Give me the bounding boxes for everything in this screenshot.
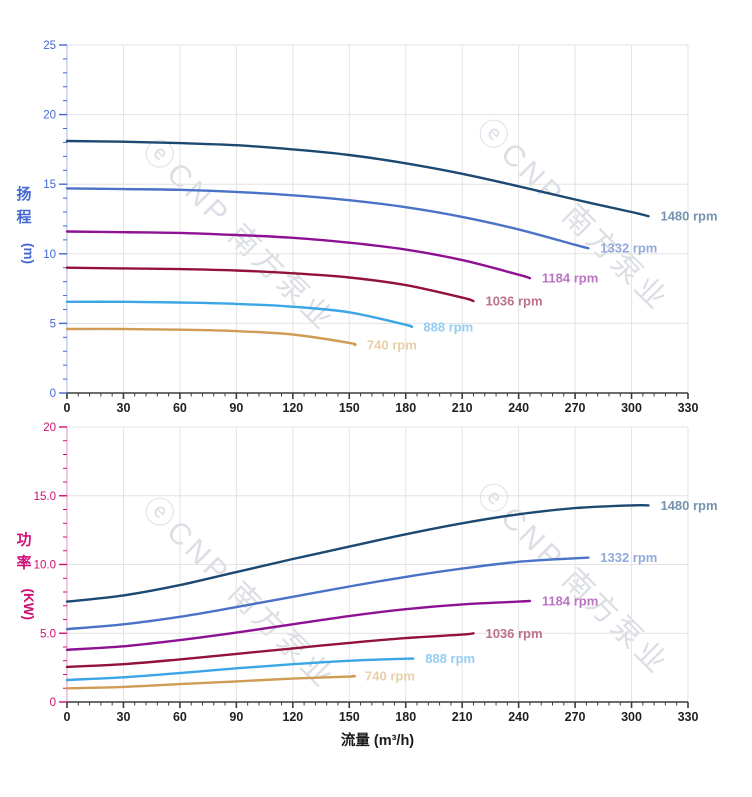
x-tick-label: 240 xyxy=(508,401,529,415)
x-tick-label: 300 xyxy=(621,401,642,415)
series-label-888-rpm: 888 rpm xyxy=(423,319,473,334)
series-label-1480-rpm: 1480 rpm xyxy=(660,209,717,224)
x-tick-label: 120 xyxy=(282,710,303,724)
x-tick-label: 90 xyxy=(229,710,243,724)
y-tick-label: 15 xyxy=(43,179,56,191)
x-tick-label: 210 xyxy=(452,710,473,724)
x-axis-title: 流量 (m³/h) xyxy=(341,731,414,749)
x-tick-label: 270 xyxy=(565,710,586,724)
series-label-1332-rpm: 1332 rpm xyxy=(600,550,657,565)
y-axis-title-char: 功 xyxy=(16,532,31,549)
y-tick-label: 10 xyxy=(43,249,56,261)
y-tick-label: 5 xyxy=(50,318,56,330)
series-label-888-rpm: 888 rpm xyxy=(425,651,475,666)
series-label-1332-rpm: 1332 rpm xyxy=(600,241,657,256)
x-tick-label: 0 xyxy=(64,401,71,415)
series-label-1036-rpm: 1036 rpm xyxy=(485,294,542,309)
curve-1184-rpm xyxy=(65,599,532,651)
series-label-1480-rpm: 1480 rpm xyxy=(660,498,717,513)
y-tick-label: 10.0 xyxy=(34,560,56,572)
y-tick-label: 20 xyxy=(43,422,56,434)
x-tick-label: 330 xyxy=(678,401,699,415)
y-tick-label: 15.0 xyxy=(34,491,56,503)
y-axis-title-char: 扬 xyxy=(16,185,31,203)
series-label-1036-rpm: 1036 rpm xyxy=(485,626,542,641)
curve-1036-rpm xyxy=(65,266,475,303)
y-axis-title-char: 程 xyxy=(16,209,31,226)
x-tick-label: 90 xyxy=(229,401,243,415)
y-tick-label: 0 xyxy=(50,697,56,709)
series-label-740-rpm: 740 rpm xyxy=(367,337,417,352)
y-tick-label: 5.0 xyxy=(40,628,56,640)
y-axis-title-unit: (KW) xyxy=(21,589,36,620)
x-tick-label: 150 xyxy=(339,401,360,415)
x-tick-label: 120 xyxy=(282,401,303,415)
x-tick-label: 30 xyxy=(117,710,131,724)
x-tick-label: 210 xyxy=(452,401,473,415)
x-tick-label: 180 xyxy=(395,401,416,415)
series-label-1184-rpm: 1184 rpm xyxy=(542,271,598,286)
x-tick-label: 30 xyxy=(117,401,131,415)
x-tick-label: 180 xyxy=(395,710,416,724)
y-axis-title-unit: (m) xyxy=(21,243,36,264)
curve-740-rpm xyxy=(65,327,357,347)
curve-1036-rpm xyxy=(65,632,475,669)
x-tick-label: 330 xyxy=(678,710,699,724)
curve-1332-rpm xyxy=(65,187,590,250)
curve-888-rpm xyxy=(65,657,415,682)
series-label-1184-rpm: 1184 rpm xyxy=(542,593,598,608)
y-axis-title-char: 率 xyxy=(16,554,31,572)
curve-740-rpm xyxy=(65,674,356,690)
curve-1480-rpm xyxy=(65,139,650,218)
x-tick-label: 150 xyxy=(339,710,360,724)
x-tick-label: 0 xyxy=(64,710,71,724)
curve-1184-rpm xyxy=(65,230,532,280)
x-tick-label: 240 xyxy=(508,710,529,724)
x-tick-label: 60 xyxy=(173,710,187,724)
x-tick-label: 60 xyxy=(173,401,187,415)
y-tick-label: 25 xyxy=(43,40,56,52)
y-tick-label: 0 xyxy=(50,388,56,400)
curve-1480-rpm xyxy=(65,503,650,603)
curve-888-rpm xyxy=(65,300,414,329)
x-tick-label: 270 xyxy=(565,401,586,415)
curve-1332-rpm xyxy=(65,556,590,631)
x-tick-label: 300 xyxy=(621,710,642,724)
series-label-740-rpm: 740 rpm xyxy=(365,668,415,683)
y-tick-label: 20 xyxy=(43,110,56,122)
